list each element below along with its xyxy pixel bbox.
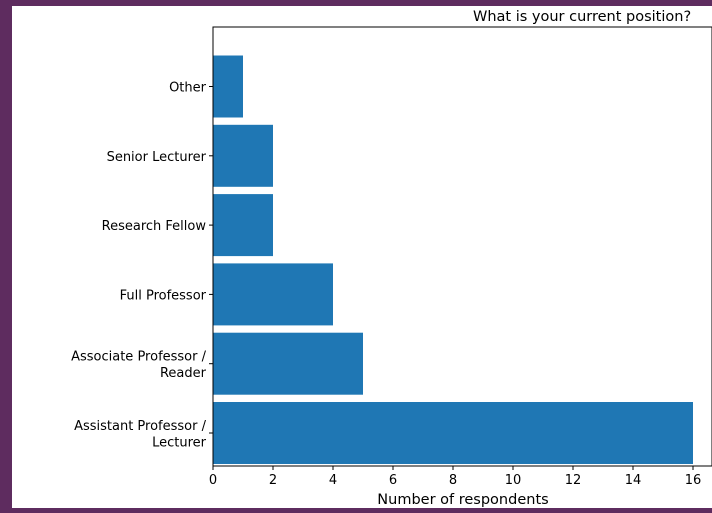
y-tick-label: Research Fellow [102,219,207,234]
x-tick-label: 8 [449,473,457,488]
bars [213,55,693,464]
chart-canvas: Assistant Professor / Lecturer Associate P… [12,6,712,508]
x-tick-label: 4 [329,473,337,488]
x-tick-label: 16 [685,473,702,488]
x-axis-label: Number of respondents [377,492,548,508]
bar [213,332,363,395]
bar [213,402,693,464]
bar-chart: Assistant Professor / Lecturer Associate P… [71,9,712,508]
x-tick-label: 2 [269,473,277,488]
x-tick-label: 10 [505,473,522,488]
bar [213,194,273,257]
bar [213,55,243,118]
chart-title: What is your current position? [473,9,691,25]
y-tick-label: Associate Professor / Reader [71,349,207,381]
y-tick-label: Senior Lecturer [107,150,207,165]
y-tick-label: Other [169,81,207,96]
x-tick-label: 0 [209,473,217,488]
x-tick-label: 12 [565,473,582,488]
bar [213,124,273,187]
y-tick-label: Assistant Professor / Lecturer [74,419,207,451]
y-tick-label: Full Professor [120,288,207,303]
axes-frame [212,26,712,467]
y-axis-ticks: Assistant Professor / Lecturer Associate P… [71,81,213,451]
x-tick-label: 14 [625,473,642,488]
x-tick-label: 6 [389,473,397,488]
bar [213,263,333,326]
x-axis-ticks: 0 2 4 6 8 10 12 14 16 [209,466,701,488]
